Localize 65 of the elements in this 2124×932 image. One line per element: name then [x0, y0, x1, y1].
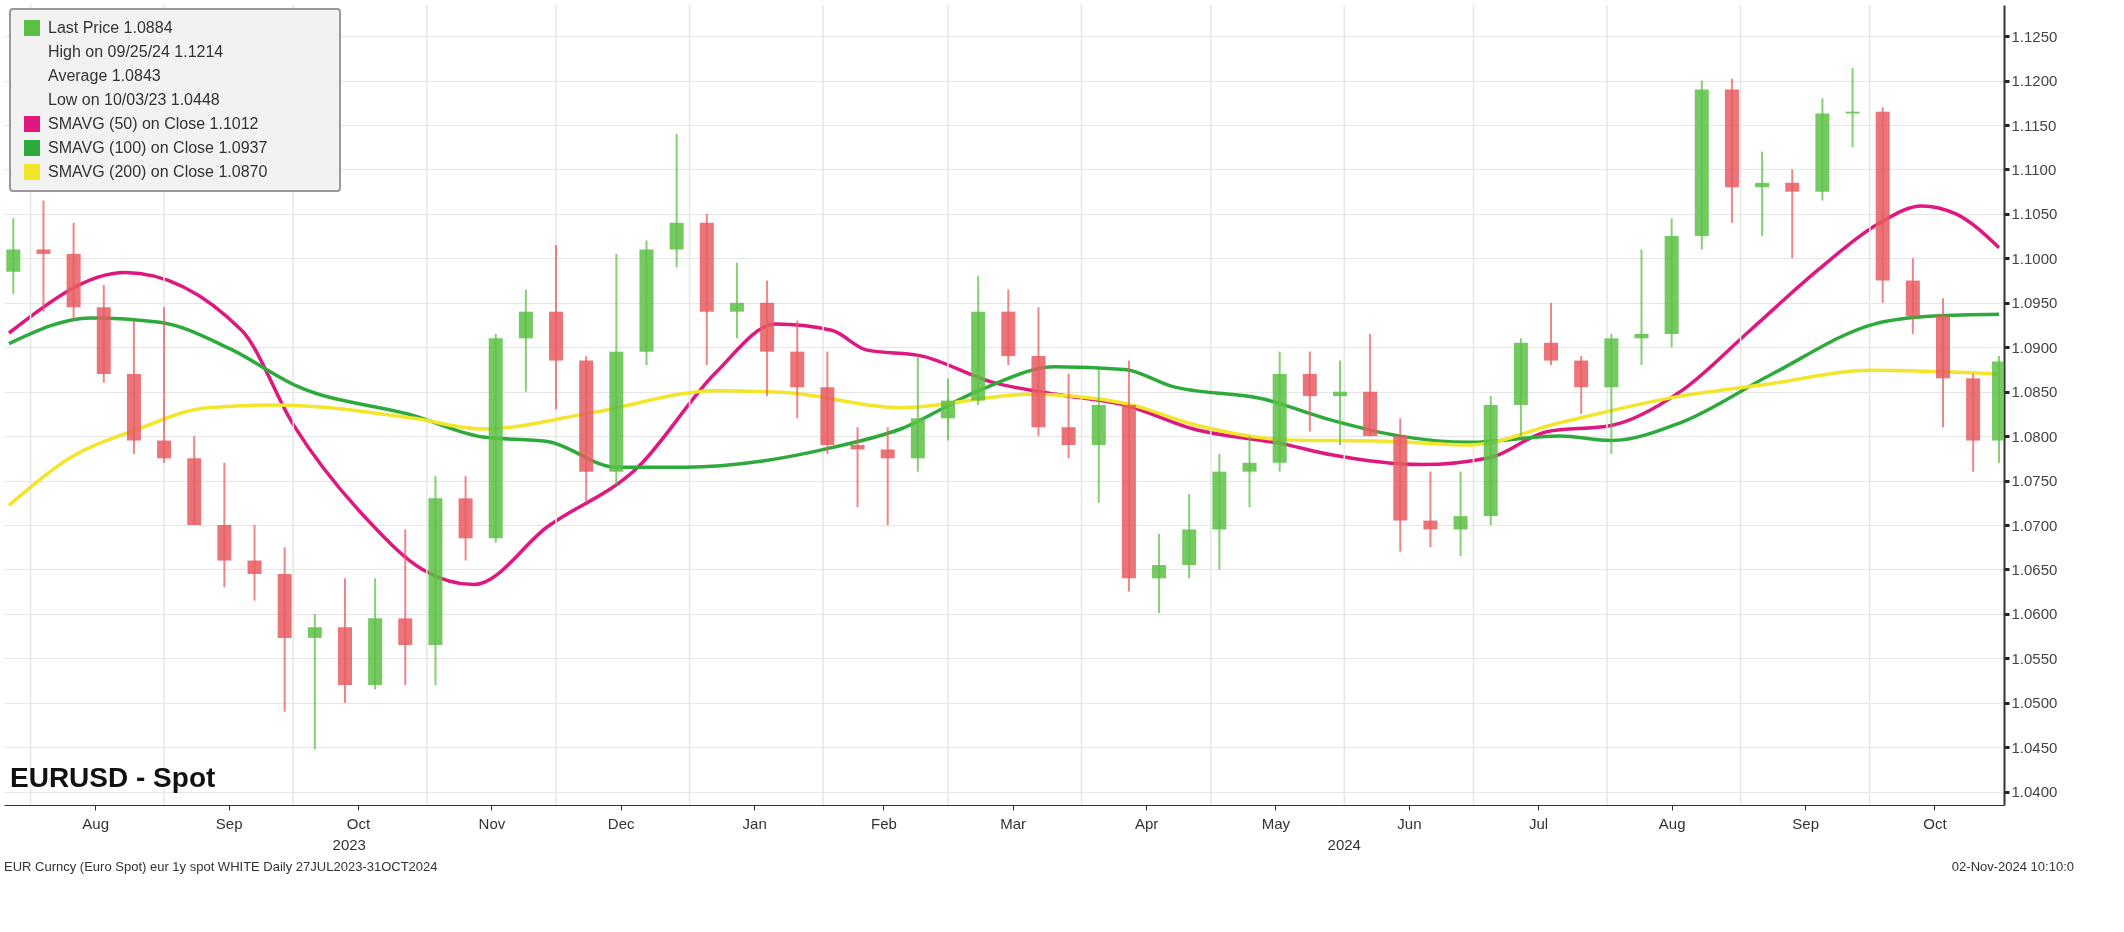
x-tick-label: Sep: [1792, 814, 1820, 832]
x-tick-label: Jun: [1397, 814, 1422, 832]
x-tick-label: Jan: [742, 814, 767, 832]
text: EUR Curncy (Euro Spot) eur 1y spot WHITE Daily 27JUL2023-31OCT2024: [4, 859, 438, 874]
y-tick-label: 1.0950: [2011, 294, 2058, 312]
y-tick-label: 1.0600: [2011, 605, 2058, 623]
candlestick: [1332, 359, 1347, 446]
text: 2023: [332, 836, 366, 853]
y-tick-label: 1.0500: [2011, 694, 2058, 712]
candlestick: [1453, 470, 1468, 558]
y-tick-label: 1.1000: [2011, 249, 2058, 267]
y-tick-label: 1.0900: [2011, 338, 2058, 356]
candlestick: [850, 426, 865, 509]
legend-label: SMAVG (50) on Close 1.1012: [48, 115, 259, 132]
y-tick-label: 1.0700: [2011, 516, 2058, 534]
x-tick-label: Sep: [215, 814, 243, 832]
candlestick: [1061, 372, 1076, 460]
text: 2024: [1327, 836, 1361, 853]
candlestick: [1755, 150, 1770, 238]
y-tick-label: 1.0550: [2011, 649, 2058, 667]
x-tick-label: Mar: [1000, 814, 1027, 832]
y-tick-label: 1.1100: [2011, 160, 2057, 178]
candlestick: [157, 306, 172, 464]
candlestick: [1242, 435, 1257, 509]
candlestick: [880, 426, 895, 526]
x-tick-label: Aug: [1658, 814, 1686, 832]
candlestick: [6, 217, 21, 295]
annotation: Low on 10/03/23 1.0448: [48, 91, 220, 108]
candlestick: [1302, 350, 1317, 433]
y-tick-label: 1.1050: [2011, 205, 2058, 223]
x-tick-label: Oct: [1923, 814, 1948, 832]
x-tick-label: Oct: [346, 814, 371, 832]
annotation: Average 1.0843: [48, 67, 161, 84]
y-tick-label: 1.1250: [2011, 27, 2058, 45]
legend-label: SMAVG (200) on Close 1.0870: [48, 163, 268, 180]
y-tick-label: 1.1150: [2011, 116, 2057, 134]
candlestick: [307, 612, 322, 750]
x-tick-label: Dec: [607, 814, 635, 832]
y-tick-label: 1.0750: [2011, 472, 2058, 490]
x-tick-label: Apr: [1134, 814, 1159, 832]
text: EURUSD - Spot: [10, 762, 216, 793]
annotation: High on 09/25/24 1.1214: [48, 43, 224, 60]
candlestick: [1634, 248, 1649, 366]
legend-label: SMAVG (100) on Close 1.0937: [48, 139, 268, 156]
candlestick: [1785, 168, 1800, 260]
candlestick: [247, 524, 262, 602]
x-tick-label: Aug: [82, 814, 109, 832]
candlestick: [941, 377, 955, 442]
y-tick-label: 1.0400: [2011, 783, 2058, 801]
candlestick: [729, 261, 744, 340]
x-tick-label: May: [1261, 814, 1291, 832]
x-tick-label: Feb: [870, 814, 897, 832]
candlestick: [1544, 301, 1559, 366]
y-tick-label: 1.0800: [2011, 427, 2058, 445]
candlestick: [1423, 470, 1438, 549]
legend-label: Last Price 1.0884: [48, 19, 173, 36]
x-tick-label: Nov: [478, 814, 506, 832]
y-tick-label: 1.1200: [2011, 72, 2058, 90]
y-tick-label: 1.0450: [2011, 738, 2058, 756]
y-tick-label: 1.0850: [2011, 383, 2058, 401]
x-tick-label: Jul: [1529, 814, 1549, 832]
candlestick: [36, 199, 51, 313]
y-tick-label: 1.0650: [2011, 560, 2058, 578]
candlestick: [1152, 532, 1167, 614]
text: 02-Nov-2024 10:10:0: [1951, 859, 2074, 874]
